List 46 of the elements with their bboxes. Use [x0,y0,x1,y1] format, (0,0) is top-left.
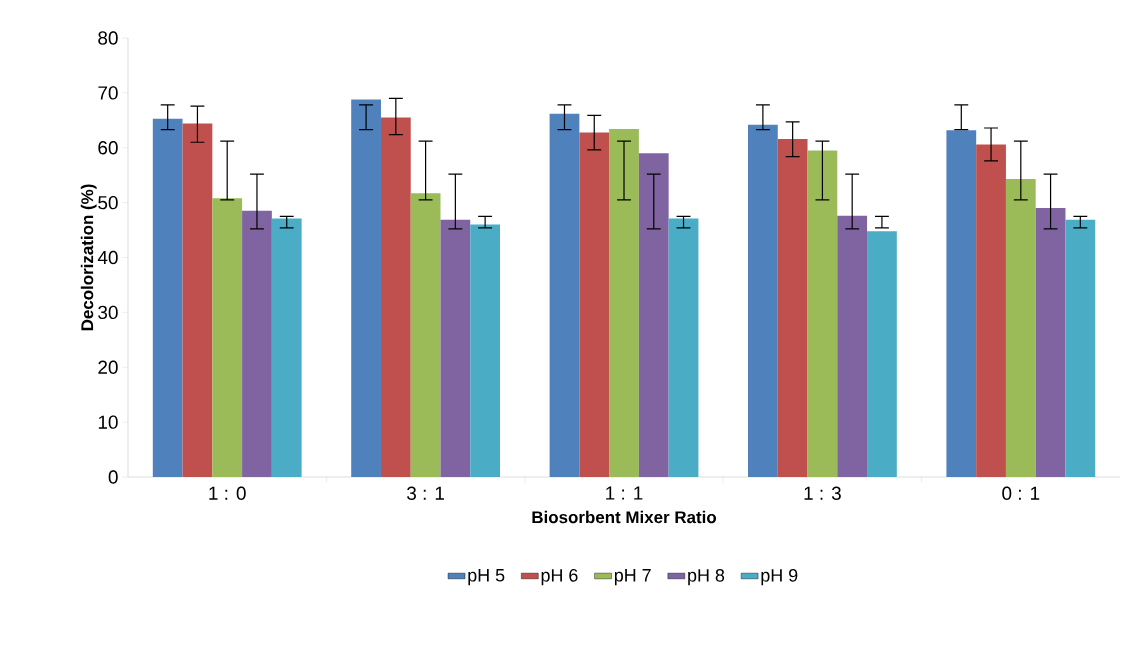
bar [152,118,183,477]
legend-label: pH 8 [688,568,725,586]
bar [837,215,868,477]
x-tick-label: 1 : 1 [606,486,643,500]
y-axis-title: Decolorization (%) [80,184,97,331]
x-tick-label: 3 : 1 [407,486,444,500]
bar [807,150,838,477]
y-tick-label: 70 [98,86,118,100]
y-tick-label: 50 [98,195,118,210]
bar [777,138,808,477]
y-tick-label: 40 [97,250,118,265]
bar [609,129,639,477]
bar [748,124,778,477]
bar [380,117,411,477]
bar [182,123,213,477]
y-tick-label: 60 [98,141,118,155]
x-axis-title: Biosorbent Mixer Ratio [532,510,717,524]
bar [212,198,243,477]
bar [549,113,580,477]
bar [1035,208,1066,477]
legend-label: pH 7 [614,569,651,586]
bar [946,130,977,477]
legend-label: pH 5 [468,569,505,586]
y-tick-label: 80 [98,31,118,45]
bar [410,193,441,477]
bar [1065,219,1096,477]
x-tick-label: 0 : 1 [1002,486,1040,500]
bar [1005,179,1036,477]
legend-label: pH 9 [761,568,798,586]
bar [470,224,500,477]
x-tick-label: 1 : 3 [804,486,841,500]
bar [351,99,381,477]
y-tick-label: 10 [98,415,118,429]
bar [579,132,610,477]
y-tick-label: 30 [98,305,118,320]
y-tick-label: 0 [108,470,118,484]
legend-label: pH 6 [541,568,578,586]
bar [440,219,471,477]
x-tick-label: 1 : 0 [209,486,246,500]
bar [638,153,669,477]
bar [976,144,1006,477]
bar [271,218,302,477]
bar [242,210,272,477]
bar [867,231,897,477]
y-tick-label: 20 [98,360,118,374]
bar [668,218,699,477]
